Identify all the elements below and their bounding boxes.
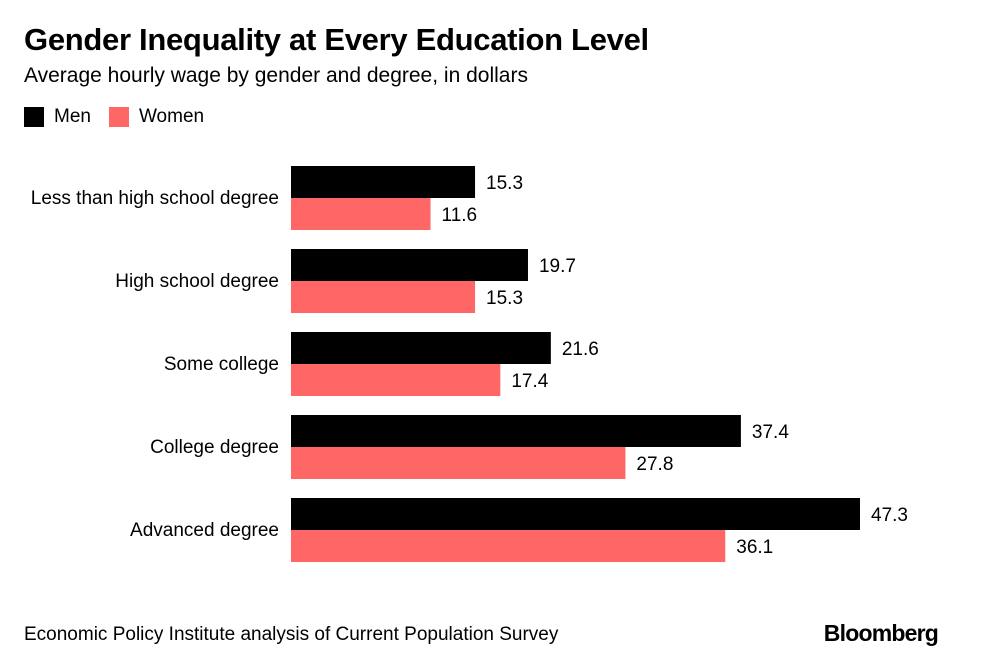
value-label-men: 37.4 xyxy=(752,422,789,443)
bar-chart: Less than high school degree 15.3 11.6 High… xyxy=(31,166,908,562)
bar-women xyxy=(291,530,726,562)
bar-men xyxy=(291,249,528,281)
legend-swatch-women xyxy=(108,107,129,127)
value-label-women: 17.4 xyxy=(511,371,548,392)
bar-men xyxy=(291,498,860,530)
value-label-men: 19.7 xyxy=(539,256,576,277)
bar-men xyxy=(291,166,476,198)
value-label-men: 47.3 xyxy=(871,505,908,526)
legend-item-men: Men xyxy=(24,106,91,128)
category-label: Some college xyxy=(164,354,279,375)
bar-women xyxy=(291,281,476,313)
value-label-women: 15.3 xyxy=(486,288,523,309)
legend-item-women: Women xyxy=(108,106,205,128)
category-label: College degree xyxy=(150,437,279,458)
legend-swatch-men xyxy=(24,107,44,127)
category-label: Advanced degree xyxy=(130,520,279,541)
legend: Men Women xyxy=(24,105,222,129)
chart-subtitle: Average hourly wage by gender and degree… xyxy=(24,64,528,87)
value-label-women: 36.1 xyxy=(736,537,773,558)
bloomberg-logo: Bloomberg xyxy=(823,620,939,646)
value-label-men: 21.6 xyxy=(562,339,599,360)
category-label: Less than high school degree xyxy=(31,188,279,209)
legend-label-men: Men xyxy=(54,106,91,127)
bar-women xyxy=(291,364,501,396)
value-label-men: 15.3 xyxy=(486,173,523,194)
legend-label-women: Women xyxy=(138,106,205,127)
source-note: Economic Policy Institute analysis of Cu… xyxy=(24,624,559,645)
chart-title: Gender Inequality at Every Education Lev… xyxy=(24,22,649,57)
value-label-women: 11.6 xyxy=(442,205,478,226)
category-label: High school degree xyxy=(115,271,279,292)
value-label-women: 27.8 xyxy=(636,454,673,475)
bar-women xyxy=(291,447,626,479)
bar-women xyxy=(291,198,431,230)
bar-men xyxy=(291,415,741,447)
bar-men xyxy=(291,332,551,364)
